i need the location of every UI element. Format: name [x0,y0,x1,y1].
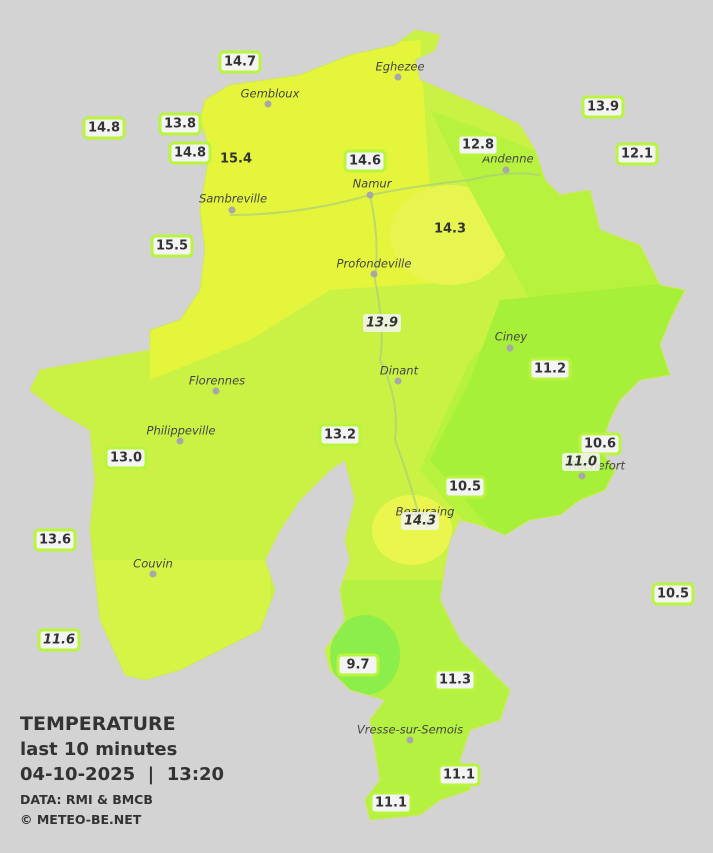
city-label: Florennes [189,374,245,388]
station-box [615,142,659,166]
station-value: 14.8 [174,146,206,161]
station-value: 11.3 [439,673,471,688]
station-box [104,446,148,470]
station-value: 13.2 [324,428,356,443]
station-value: 14.6 [349,154,381,169]
city-dot [370,270,378,278]
city-dot [176,437,184,445]
city-dot [578,472,586,480]
stations: 14.7 13.8 14.8 14.8 15.4 14.6 12.8 13.9 12.1 15.5… [33,50,695,815]
station-box [33,528,77,552]
station-box [581,95,625,119]
station-value: 14.7 [224,55,256,70]
station-box [456,133,500,157]
station-value: 11.6 [43,633,75,648]
station-value: 13.9 [366,316,398,331]
station-box [578,432,622,456]
station-value: 11.1 [443,768,475,783]
station-value: 13.0 [110,451,142,466]
station-box [433,668,477,692]
station-box [150,234,194,258]
station-box [158,112,202,136]
legend-title: TEMPERATURE [20,713,176,735]
station-value: 13.9 [587,100,619,115]
city-label: Ciney [495,330,528,344]
rivers [229,172,541,521]
station-value: 9.7 [346,658,369,673]
station-box [443,475,487,499]
city-dot [502,166,510,174]
station-box [218,50,262,74]
city-label: Eghezee [375,60,424,74]
station-box [82,116,126,140]
station-box [168,141,212,165]
station-value: 10.5 [657,587,689,602]
station-box [401,512,439,530]
station-value: 15.4 [220,152,252,167]
station-box [336,653,380,677]
station-box [318,423,362,447]
station-value: 11.2 [534,362,566,377]
station-value: 14.3 [404,514,436,529]
station-value: 13.6 [39,533,71,548]
station-value: 13.8 [164,117,196,132]
station-value: 10.5 [449,480,481,495]
station-value: 14.8 [88,121,120,136]
city-dot [366,191,374,199]
city-label: Namur [353,177,393,191]
city-dot [149,570,157,578]
legend-datetime: 04-10-2025 | 13:20 [20,764,224,785]
city-dot [228,206,236,214]
station-value: 14.3 [434,222,466,237]
station-value: 12.8 [462,138,494,153]
city-label: Dinant [380,364,419,378]
city-label: Philippeville [147,424,216,438]
city-dot [394,73,402,81]
city-label: Profondeville [337,257,412,271]
city-dot [394,377,402,385]
legend-source: DATA: RMI & BMCB [20,792,153,807]
station-value: 11.0 [565,455,597,470]
station-box [363,314,401,332]
station-value: 12.1 [621,147,653,162]
cities: EghezeeGemblouxAndenneNamurSambrevillePr… [133,60,626,744]
station-value: 10.6 [584,437,616,452]
legend-period: last 10 minutes [20,739,177,760]
station-box [528,357,572,381]
station-box [437,763,481,787]
city-dot [406,736,414,744]
station-box [369,791,413,815]
legend-credit: © METEO-BE.NET [20,812,142,827]
station-box [37,628,81,652]
station-box [562,453,600,471]
station-box [651,582,695,606]
station-box [343,149,387,173]
city-label: Couvin [133,557,173,571]
city-dot [264,100,272,108]
city-label: Sambreville [199,192,267,206]
city-dot [506,344,514,352]
station-value: 11.1 [375,796,407,811]
city-label: Vresse-sur-Semois [357,723,463,737]
city-label: Gembloux [241,87,300,101]
city-dot [212,387,220,395]
station-value: 15.5 [156,239,188,254]
